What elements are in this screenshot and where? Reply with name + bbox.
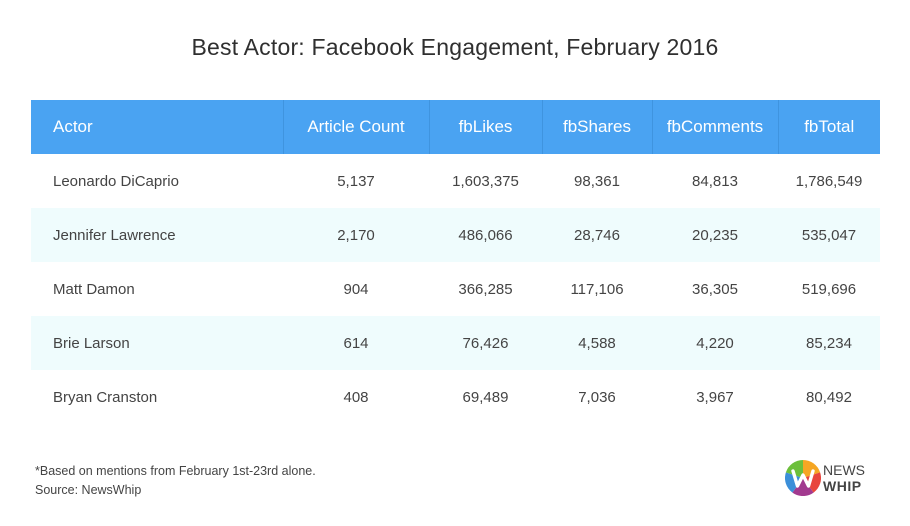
newswhip-wordmark: NEWS WHIP [823, 462, 865, 494]
table-row: Matt Damon 904 366,285 117,106 36,305 51… [31, 262, 880, 316]
table-cell: 3,967 [696, 388, 734, 406]
engagement-table: Actor Article Count fbLikes fbShares fbC… [31, 100, 880, 424]
logo-text-news: NEWS [823, 462, 865, 478]
table-cell: 4,588 [542, 316, 652, 370]
table-cell: 76,426 [429, 316, 542, 370]
footnote-source: Source: NewsWhip [35, 483, 142, 497]
table-cell: 117,106 [570, 280, 624, 298]
table-cell: 80,492 [806, 388, 852, 406]
footnote-note: *Based on mentions from February 1st-23r… [35, 464, 316, 478]
column-header-fblikes: fbLikes [429, 100, 543, 154]
table-cell: 1,786,549 [795, 172, 863, 190]
table-row: Jennifer Lawrence 2,170 486,066 28,746 2… [31, 208, 880, 262]
table-cell: 84,813 [692, 172, 738, 190]
table-cell: 85,234 [778, 316, 880, 370]
chart-title: Best Actor: Facebook Engagement, Februar… [191, 34, 719, 60]
footnote: *Based on mentions from February 1st-23r… [35, 462, 316, 500]
table-row: Leonardo DiCaprio 5,137 1,603,375 98,361… [31, 154, 880, 208]
table-cell: 4,220 [652, 316, 778, 370]
table-cell: 2,170 [283, 208, 429, 262]
column-header-fbshares: fbShares [542, 100, 653, 154]
table-cell: 366,285 [458, 280, 513, 298]
table-cell: 408 [343, 388, 369, 406]
column-header-actor: Actor [31, 100, 284, 154]
table-cell: 28,746 [542, 208, 652, 262]
table-cell: 904 [343, 280, 369, 298]
table-cell: Bryan Cranston [53, 388, 158, 406]
table-cell: 486,066 [429, 208, 542, 262]
table-cell: Jennifer Lawrence [31, 208, 283, 262]
table-row: Brie Larson 614 76,426 4,588 4,220 85,23… [31, 316, 880, 370]
column-header-fbtotal: fbTotal [778, 100, 880, 154]
table-cell: 519,696 [801, 280, 857, 298]
newswhip-logo: NEWS WHIP [784, 460, 877, 500]
table-cell: 535,047 [778, 208, 880, 262]
column-header-fbcomments: fbComments [652, 100, 779, 154]
table-cell: Matt Damon [53, 280, 135, 298]
column-header-article-count: Article Count [283, 100, 430, 154]
table-row: Bryan Cranston 408 69,489 7,036 3,967 80… [31, 370, 880, 424]
table-header-row: Actor Article Count fbLikes fbShares fbC… [31, 100, 880, 154]
logo-text-whip: WHIP [823, 478, 862, 494]
table-cell: 5,137 [337, 172, 375, 190]
table-cell: 98,361 [574, 172, 620, 190]
table-cell: Brie Larson [31, 316, 283, 370]
table-cell: Leonardo DiCaprio [53, 172, 179, 190]
newswhip-logo-icon [784, 460, 822, 497]
table-cell: 7,036 [578, 388, 616, 406]
table-cell: 614 [283, 316, 429, 370]
table-cell: 1,603,375 [452, 172, 519, 190]
table-cell: 20,235 [652, 208, 778, 262]
table-cell: 69,489 [462, 388, 509, 406]
table-cell: 36,305 [692, 280, 738, 298]
